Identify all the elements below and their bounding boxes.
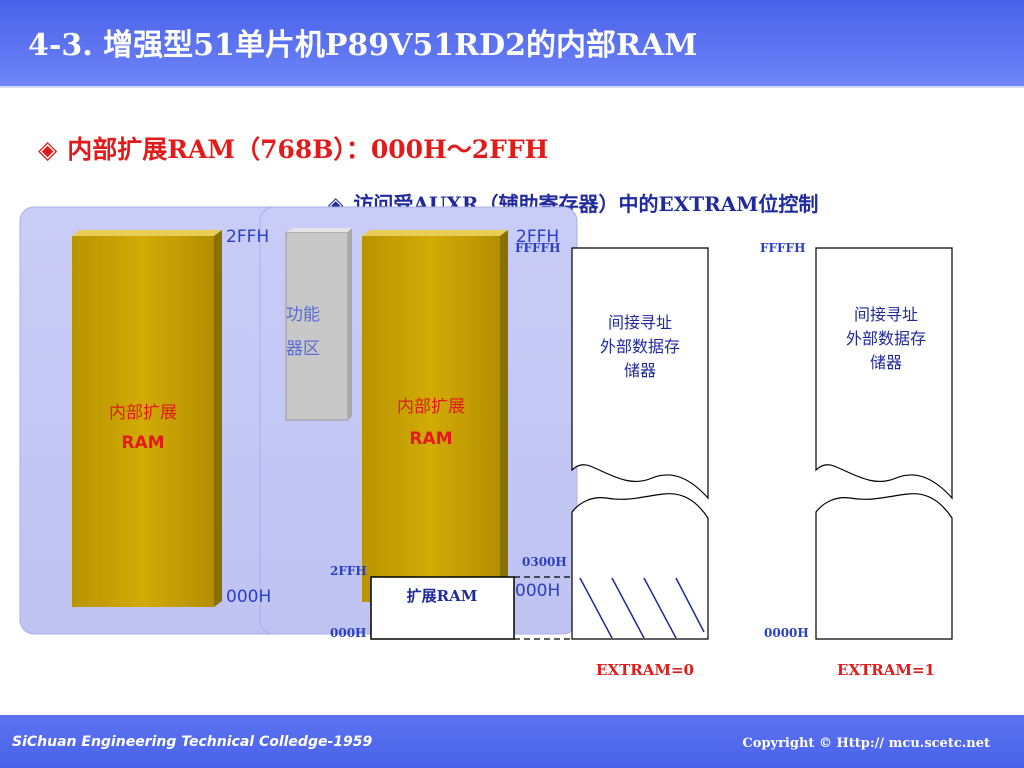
addr-0300h: 0300H bbox=[522, 555, 567, 569]
sfr-label-line2: 器区 bbox=[286, 339, 320, 359]
extram1-top-addr: FFFFH bbox=[760, 241, 805, 255]
bullet-main: ◈ 内部扩展RAM（768B）：000H～2FFH bbox=[38, 130, 548, 166]
sfr-label-line1: 功能 bbox=[286, 305, 320, 325]
left-top-addr: 2FFH bbox=[226, 227, 269, 247]
middle-ram-label-line1: 内部扩展 bbox=[397, 397, 465, 417]
ext-bottom-addr: 000H bbox=[330, 626, 366, 640]
middle-bottom-addr: 000H bbox=[515, 581, 560, 601]
sfr-block-top bbox=[286, 228, 352, 232]
extram0-text-line1: 间接寻址 bbox=[608, 313, 672, 332]
sfr-block bbox=[285, 231, 349, 421]
extram0-upper-section bbox=[571, 247, 709, 500]
left-ram-top bbox=[72, 230, 222, 236]
slide-title: 4-3. 增强型51单片机P89V51RD2的内部RAM bbox=[28, 28, 698, 63]
middle-ram-top bbox=[362, 230, 508, 236]
bullet-main-text: 内部扩展RAM（768B）：000H～2FFH bbox=[67, 135, 549, 164]
ext-ram-label: 扩展RAM bbox=[407, 587, 478, 605]
extram0-caption: EXTRAM=0 bbox=[596, 661, 694, 679]
extram1-caption: EXTRAM=1 bbox=[837, 661, 935, 679]
extram0-text-line2: 外部数据存 bbox=[600, 337, 680, 356]
footer-bar: SiChuan Engineering Technical Colledge-1… bbox=[0, 715, 1024, 768]
ext-ram-box bbox=[370, 576, 515, 640]
middle-overlay-addr: FFFFH bbox=[515, 241, 560, 255]
extram0-lower-section bbox=[571, 493, 709, 640]
middle-ram-side bbox=[500, 230, 508, 602]
left-ram-label-line2: RAM bbox=[121, 433, 164, 453]
footer-college: SiChuan Engineering Technical Colledge-1… bbox=[12, 734, 373, 750]
left-ram-label-line1: 内部扩展 bbox=[109, 403, 177, 423]
left-ram-block bbox=[72, 236, 214, 607]
extram1-bottom-addr: 0000H bbox=[764, 626, 809, 640]
title-divider bbox=[0, 86, 1024, 88]
extram0-text-line3: 储器 bbox=[624, 361, 656, 380]
middle-top-addr: 2FFH bbox=[516, 227, 559, 247]
diamond-bullet-icon: ◈ bbox=[38, 135, 58, 164]
footer-copyright: Copyright © Http:// mcu.scetc.net bbox=[742, 736, 990, 751]
left-bottom-addr: 000H bbox=[226, 587, 271, 607]
extram0-hatch bbox=[579, 577, 705, 639]
extram1-text-line3: 储器 bbox=[870, 353, 902, 372]
ext-top-addr: 2FFH bbox=[330, 564, 367, 578]
left-ram-side bbox=[214, 230, 222, 607]
middle-ram-label-line2: RAM bbox=[409, 429, 452, 449]
title-bar: 4-3. 增强型51单片机P89V51RD2的内部RAM bbox=[0, 0, 1024, 86]
middle-ram-block bbox=[362, 236, 500, 602]
sfr-block-side bbox=[348, 228, 352, 420]
extram1-lower-section bbox=[815, 493, 953, 640]
extram1-upper-section bbox=[815, 247, 953, 500]
extram1-text-line2: 外部数据存 bbox=[846, 329, 926, 348]
extram1-text-line1: 间接寻址 bbox=[854, 305, 918, 324]
